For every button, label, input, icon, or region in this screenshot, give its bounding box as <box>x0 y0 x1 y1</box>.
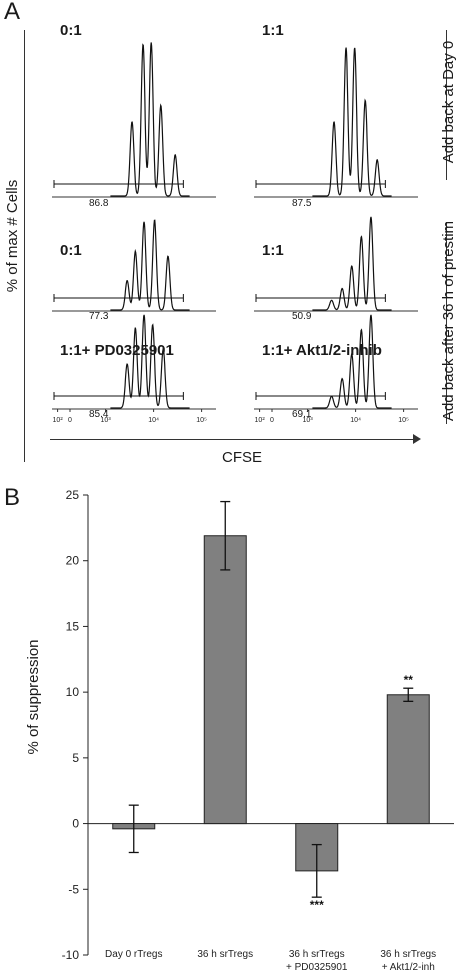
x-tick-label: 10² <box>53 417 64 424</box>
y-tick-label: 10 <box>66 685 80 699</box>
histogram-curve <box>110 42 190 197</box>
x-tick-label: 10⁴ <box>350 417 361 424</box>
category-label: + PD0325901 <box>286 962 348 973</box>
significance-label: ** <box>404 673 414 687</box>
significance-label: *** <box>310 898 324 912</box>
bar <box>386 694 430 825</box>
gate-value: 50.9 <box>292 311 312 322</box>
y-axis-bracket <box>24 30 25 462</box>
x-tick-label: 10⁵ <box>196 417 207 424</box>
category-label: + Akt1/2-inh <box>382 962 435 973</box>
category-label: Day 0 rTregs <box>105 949 162 960</box>
histogram-curve <box>312 314 392 409</box>
y-tick-label: 0 <box>72 817 79 831</box>
category-label: 36 h srTregs <box>380 949 436 960</box>
histogram-curve <box>312 216 392 311</box>
x-tick-label: 10⁵ <box>398 417 409 424</box>
histogram-ratio-label: 0:1 <box>60 22 82 39</box>
histogram-ratio-label: 1:1+ PD0325901 <box>60 342 174 359</box>
panel-b-label: B <box>4 484 21 511</box>
y-tick-label: 25 <box>66 490 80 502</box>
bar-chart: -10 -5 0 5 10 15 20 25 Day 0 rTregs 36 h srTregs *… <box>62 490 454 973</box>
histogram-curve <box>110 219 190 311</box>
histogram-ratio-label: 0:1 <box>60 242 82 259</box>
arrow-right-icon <box>413 434 421 444</box>
y-tick-label: -10 <box>62 948 80 962</box>
gate-value: 77.3 <box>89 311 109 322</box>
y-tick-label: 15 <box>66 619 80 633</box>
x-tick-label: 0 <box>270 417 274 424</box>
x-axis-title: CFSE <box>222 449 263 466</box>
histogram-ratio-label: 1:1 <box>262 242 284 259</box>
x-tick-label: 10⁴ <box>148 417 159 424</box>
y-tick-label: 20 <box>66 554 80 568</box>
gate-value: 87.5 <box>292 198 312 209</box>
gate-value: 85.4 <box>89 409 109 420</box>
histogram-ratio-label: 1:1 <box>262 22 284 39</box>
gate-value: 86.8 <box>89 198 109 209</box>
group-bracket-prestim <box>446 222 447 424</box>
histogram-curve <box>312 47 392 197</box>
label-add-back-prestim: Add back after 36 h of prestim <box>440 220 457 422</box>
x-tick-label: 10² <box>255 417 266 424</box>
category-label: 36 h srTregs <box>289 949 345 960</box>
histogram-ratio-label: 1:1+ Akt1/2-inhib <box>262 342 382 359</box>
y-tick-label: -5 <box>68 882 79 896</box>
x-tick-label: 10³ <box>303 417 314 424</box>
label-add-back-day0: Add back at Day 0 <box>440 40 457 164</box>
panel-a-label: A <box>4 0 21 25</box>
histogram-curve <box>110 314 190 409</box>
y-tick-label: 5 <box>72 751 79 765</box>
group-bracket-day0 <box>446 30 447 180</box>
cfse-axis-line <box>50 439 418 440</box>
histogram-grid: 0 10² 10³ 10⁴ 10⁵ 0 10² 10³ 10⁴ 10⁵ <box>52 42 418 424</box>
bar <box>203 535 247 825</box>
x-tick-label: 0 <box>68 417 72 424</box>
x-tick-label: 10³ <box>101 417 112 424</box>
gate-value: 69.1 <box>292 409 312 420</box>
category-label: 36 h srTregs <box>197 949 253 960</box>
